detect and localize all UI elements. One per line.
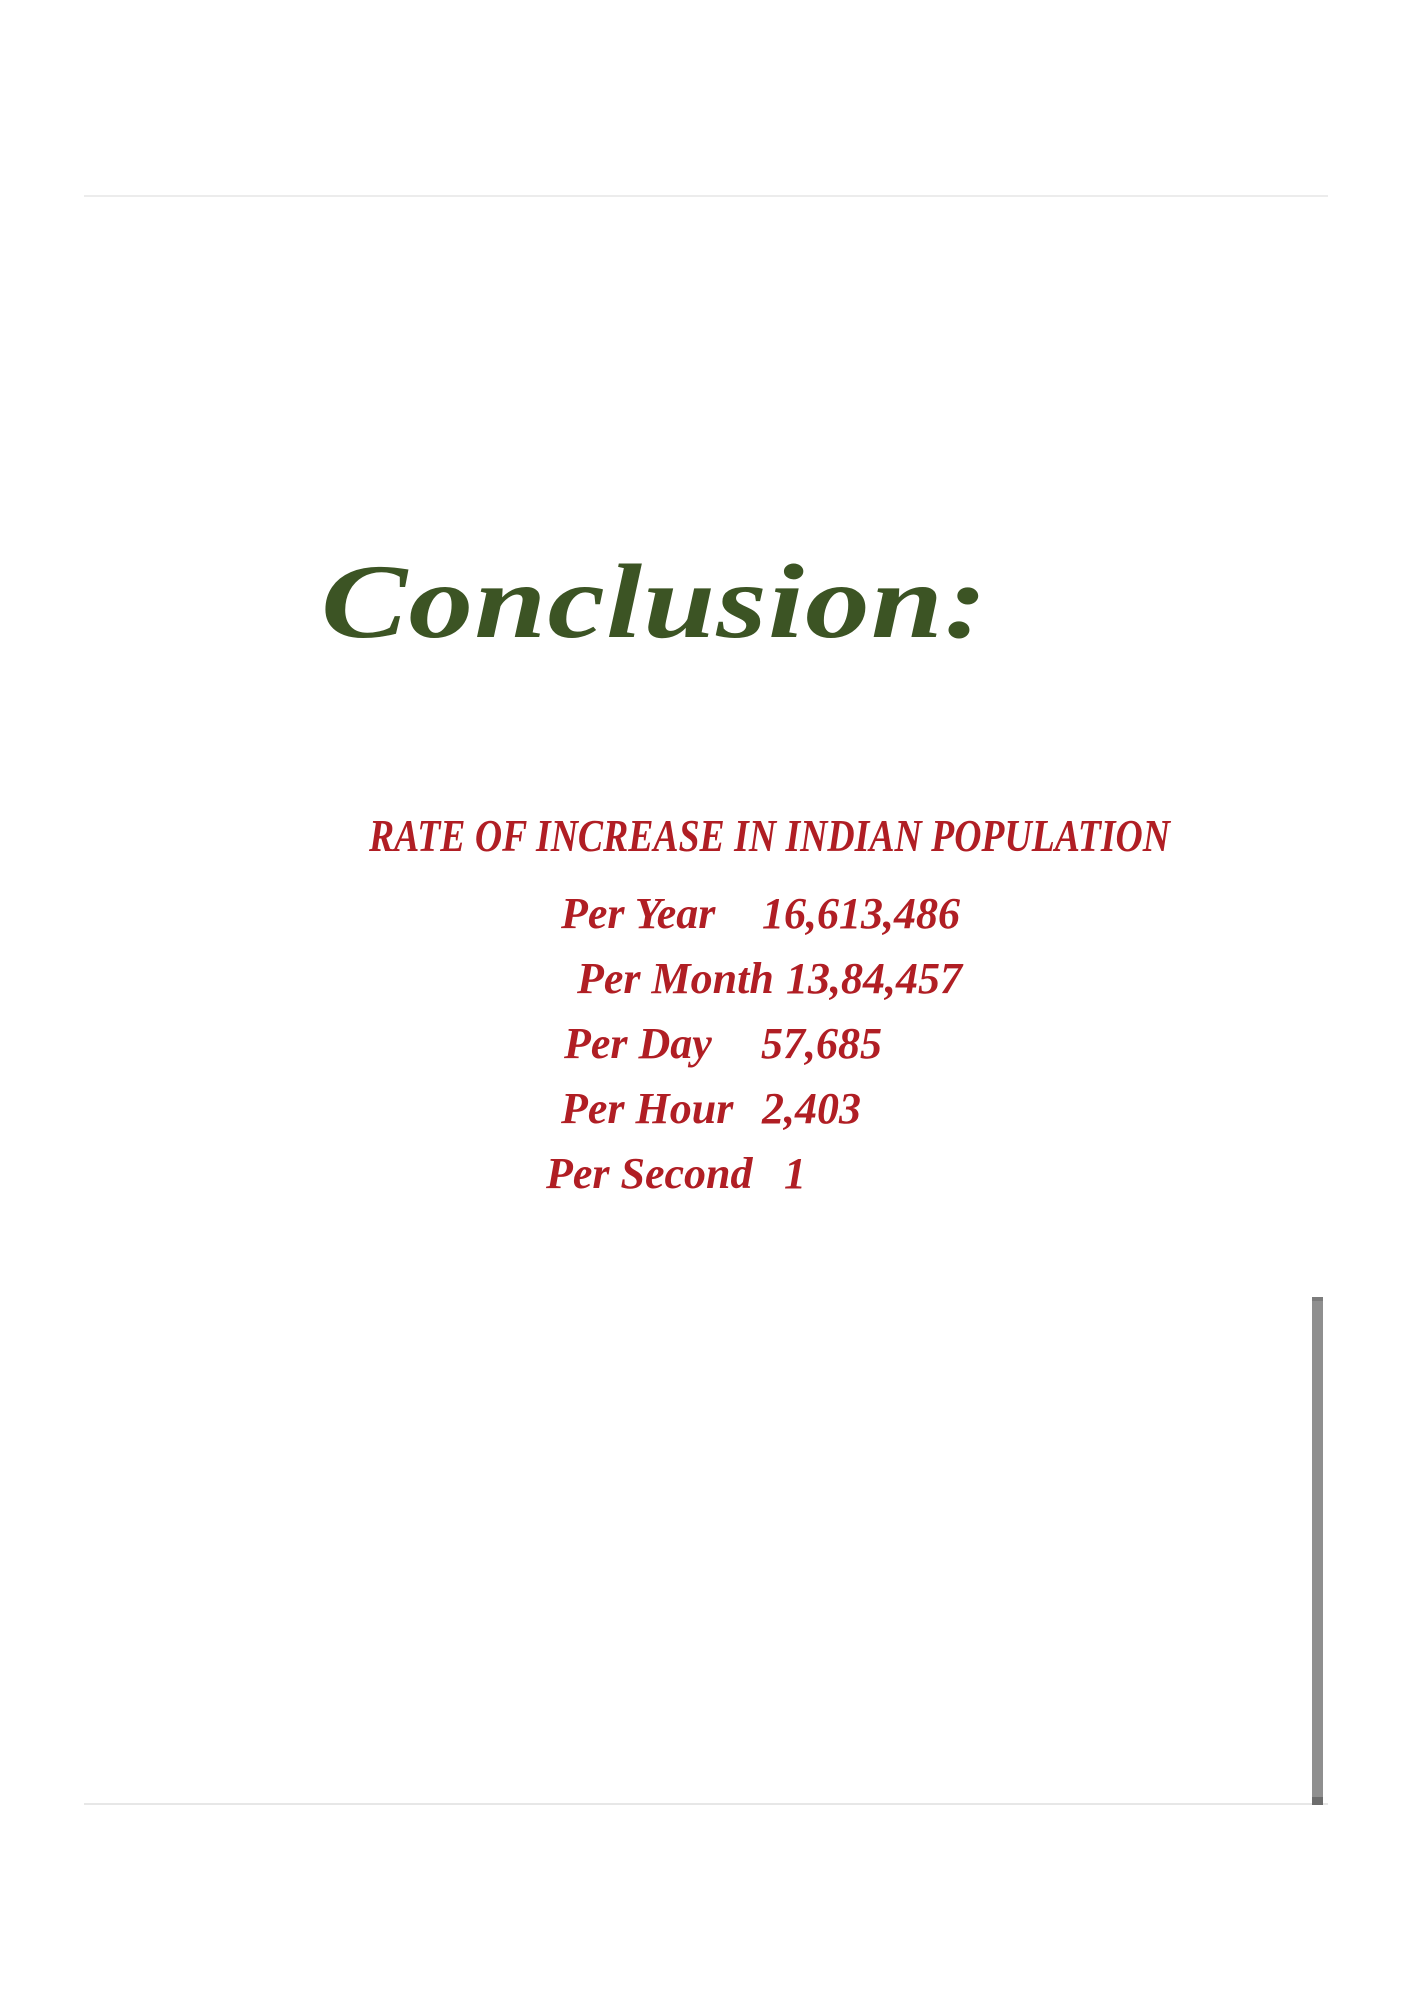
row-label: Per Day <box>564 1019 712 1068</box>
table-row: Per Second 1 <box>84 1141 1413 1206</box>
row-label: Per Year <box>561 889 716 938</box>
row-value: 57,685 <box>761 1019 882 1068</box>
table-row: Per Day 57,685 <box>84 1011 1413 1076</box>
row-value: 1 <box>784 1149 806 1198</box>
row-label: Per Month <box>577 954 774 1003</box>
row-value: 2,403 <box>762 1084 861 1133</box>
vertical-scrollbar-thumb[interactable] <box>1312 1297 1323 1805</box>
table-row: Per Month 13,84,457 <box>84 946 1413 1011</box>
row-label: Per Hour <box>561 1084 734 1133</box>
rate-table: Per Year 16,613,486 Per Month 13,84,457 … <box>84 881 1413 1206</box>
table-row: Per Year 16,613,486 <box>84 881 1413 946</box>
row-value: 16,613,486 <box>762 889 960 938</box>
row-label: Per Second <box>546 1149 753 1198</box>
table-row: Per Hour 2,403 <box>84 1076 1413 1141</box>
rate-heading: RATE OF INCREASE IN INDIAN POPULATION <box>369 810 1171 861</box>
document-page: Conclusion: RATE OF INCREASE IN INDIAN P… <box>84 195 1328 1805</box>
page-title: Conclusion: <box>321 543 989 660</box>
row-value: 13,84,457 <box>786 954 962 1003</box>
